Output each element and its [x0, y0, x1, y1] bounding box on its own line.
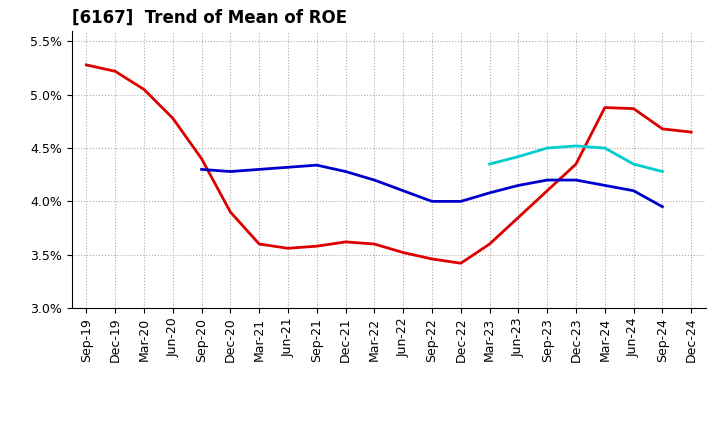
- 5 Years: [312, 162, 321, 168]
- 7 Years: [629, 161, 638, 167]
- 7 Years: [600, 146, 609, 151]
- 5 Years: [255, 167, 264, 172]
- 5 Years: [197, 167, 206, 172]
- 5 Years: [226, 169, 235, 174]
- 3 Years: [687, 129, 696, 135]
- 5 Years: [629, 188, 638, 193]
- 7 Years: [485, 161, 494, 167]
- 3 Years: [485, 242, 494, 247]
- 3 Years: [82, 62, 91, 68]
- 3 Years: [312, 243, 321, 249]
- 7 Years: [514, 154, 523, 159]
- 7 Years: [543, 146, 552, 151]
- 5 Years: [572, 177, 580, 183]
- Text: [6167]  Trend of Mean of ROE: [6167] Trend of Mean of ROE: [72, 8, 347, 26]
- Line: 5 Years: 5 Years: [202, 165, 662, 207]
- 5 Years: [341, 169, 350, 174]
- 7 Years: [658, 169, 667, 174]
- 3 Years: [456, 260, 465, 266]
- 5 Years: [543, 177, 552, 183]
- Line: 3 Years: 3 Years: [86, 65, 691, 263]
- 7 Years: [572, 143, 580, 149]
- 3 Years: [399, 250, 408, 255]
- 5 Years: [428, 199, 436, 204]
- 5 Years: [456, 199, 465, 204]
- 3 Years: [140, 87, 148, 92]
- 3 Years: [226, 209, 235, 215]
- 3 Years: [370, 242, 379, 247]
- 3 Years: [629, 106, 638, 111]
- 5 Years: [485, 190, 494, 195]
- 5 Years: [399, 188, 408, 193]
- 3 Years: [341, 239, 350, 245]
- 3 Years: [658, 126, 667, 132]
- 3 Years: [284, 246, 292, 251]
- 5 Years: [600, 183, 609, 188]
- 3 Years: [514, 215, 523, 220]
- 5 Years: [658, 204, 667, 209]
- Line: 7 Years: 7 Years: [490, 146, 662, 172]
- 3 Years: [111, 69, 120, 74]
- 3 Years: [428, 257, 436, 262]
- 3 Years: [572, 161, 580, 167]
- 3 Years: [197, 156, 206, 161]
- 3 Years: [600, 105, 609, 110]
- 3 Years: [543, 188, 552, 193]
- 5 Years: [284, 165, 292, 170]
- 3 Years: [255, 242, 264, 247]
- 5 Years: [514, 183, 523, 188]
- 3 Years: [168, 116, 177, 121]
- 5 Years: [370, 177, 379, 183]
